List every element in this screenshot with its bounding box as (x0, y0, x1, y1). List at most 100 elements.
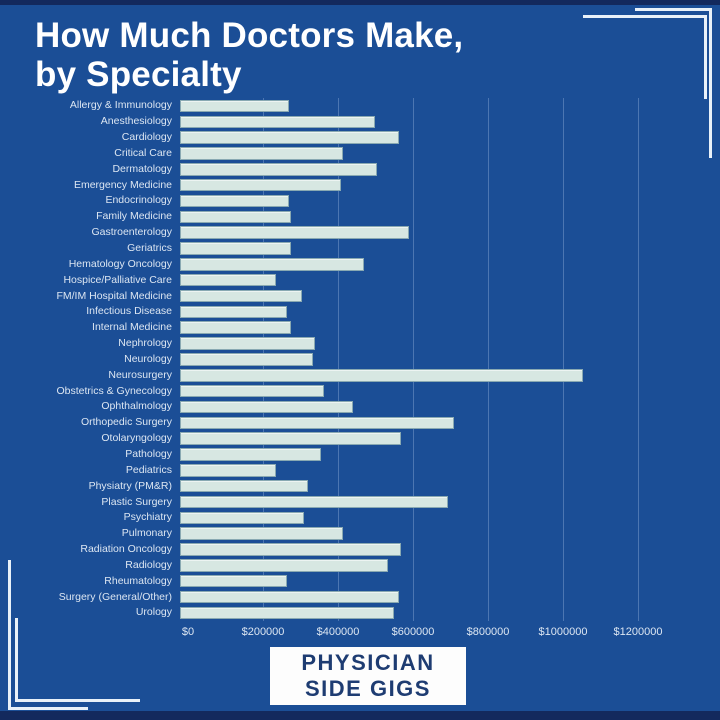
chart-row: Nephrology (0, 336, 720, 352)
bar (180, 448, 321, 461)
bar (180, 194, 289, 208)
bar (180, 115, 375, 129)
bar-track (180, 542, 720, 558)
bar-track (180, 114, 720, 130)
category-label: Allergy & Immunology (69, 99, 172, 112)
bar (180, 178, 342, 192)
bar (180, 495, 449, 509)
badge-line1: PHYSICIAN (301, 650, 435, 675)
bar-track (180, 526, 720, 542)
category-label: Orthopedic Surgery (80, 416, 172, 429)
chart-row: Geriatrics (0, 241, 720, 257)
bar-track (180, 320, 720, 336)
chart-row: Otolaryngology (0, 431, 720, 447)
bar-track (180, 415, 720, 431)
category-label: Neurosurgery (108, 368, 172, 381)
chart-row: Endocrinology (0, 193, 720, 209)
category-label: Dermatology (112, 162, 172, 175)
category-label: Urology (135, 606, 172, 619)
page-title-line1: How Much Doctors Make, (35, 16, 464, 55)
chart-row: Surgery (General/Other) (0, 589, 720, 605)
page-title: How Much Doctors Make, by Specialty (35, 16, 463, 94)
bar (180, 321, 291, 334)
bar-track (180, 272, 720, 288)
chart-row: Emergency Medicine (0, 177, 720, 193)
category-label: Pediatrics (125, 463, 172, 476)
bar (180, 305, 287, 319)
category-label: Obstetrics & Gynecology (56, 384, 172, 397)
bar (180, 369, 584, 382)
bar (180, 163, 377, 176)
corner-frame-top-right-inner (583, 15, 707, 99)
bar (180, 511, 304, 525)
category-label: Radiation Oncology (80, 543, 172, 556)
bar-track (180, 478, 720, 494)
category-label: Family Medicine (96, 210, 172, 223)
bar-track (180, 352, 720, 368)
top-edge-strip (0, 0, 720, 5)
chart-row: Critical Care (0, 146, 720, 162)
bar (180, 210, 291, 224)
category-label: Internal Medicine (92, 321, 172, 334)
x-tick-label: $200000 (241, 626, 285, 638)
category-label: Otolaryngology (101, 432, 172, 445)
bar (180, 289, 302, 303)
category-label: Endocrinology (105, 194, 172, 207)
bottom-edge-strip (0, 711, 720, 720)
bar (180, 258, 364, 271)
category-label: Critical Care (114, 146, 172, 159)
bar-track (180, 462, 720, 478)
bar (180, 543, 402, 556)
chart-row: Hospice/Palliative Care (0, 272, 720, 288)
category-label: Geriatrics (127, 242, 172, 255)
bar-track (180, 447, 720, 463)
category-label: Physiatry (PM&R) (88, 479, 172, 492)
bar-track (180, 225, 720, 241)
bar (180, 384, 325, 398)
bar (180, 590, 400, 604)
chart-row: Neurology (0, 352, 720, 368)
x-tick-label: $400000 (316, 626, 360, 638)
bar-track (180, 177, 720, 193)
bar (180, 416, 454, 430)
category-label: Ophthalmology (101, 400, 172, 413)
category-label: Hematology Oncology (68, 257, 172, 270)
bar-track (180, 557, 720, 573)
category-label: Pulmonary (121, 527, 172, 540)
category-label: Surgery (General/Other) (58, 590, 172, 603)
bar (180, 353, 314, 366)
chart-row: Allergy & Immunology (0, 98, 720, 114)
chart-row: Hematology Oncology (0, 256, 720, 272)
bar-track (180, 399, 720, 415)
category-label: Nephrology (118, 337, 172, 350)
bar-track (180, 336, 720, 352)
page-title-line2: by Specialty (35, 55, 242, 94)
bar (180, 432, 402, 445)
physician-side-gigs-badge: PHYSICIAN SIDE GIGS (270, 647, 466, 705)
chart-rows: Allergy & Immunology Anesthesiology Cardio… (0, 98, 720, 621)
category-label: Infectious Disease (86, 305, 172, 318)
bar (180, 147, 344, 160)
corner-frame-bottom-left-outer (8, 560, 88, 710)
chart-row: Pathology (0, 447, 720, 463)
bar-track (180, 130, 720, 146)
bar-track (180, 209, 720, 225)
category-label: Emergency Medicine (73, 178, 172, 191)
chart-row: Orthopedic Surgery (0, 415, 720, 431)
chart-row: FM/IM Hospital Medicine (0, 288, 720, 304)
bar-track (180, 288, 720, 304)
chart-row: Family Medicine (0, 209, 720, 225)
chart-row: Obstetrics & Gynecology (0, 383, 720, 399)
chart-row: Radiation Oncology (0, 542, 720, 558)
chart-row: Gastroenterology (0, 225, 720, 241)
bar-track (180, 241, 720, 257)
bar-track (180, 161, 720, 177)
chart-row: Urology (0, 605, 720, 621)
bar (180, 559, 389, 572)
bar-track (180, 383, 720, 399)
bar-track (180, 98, 720, 114)
corner-frame-bottom-left-inner (15, 618, 140, 702)
chart-row: Psychiatry (0, 510, 720, 526)
x-tick-label: $600000 (391, 626, 435, 638)
